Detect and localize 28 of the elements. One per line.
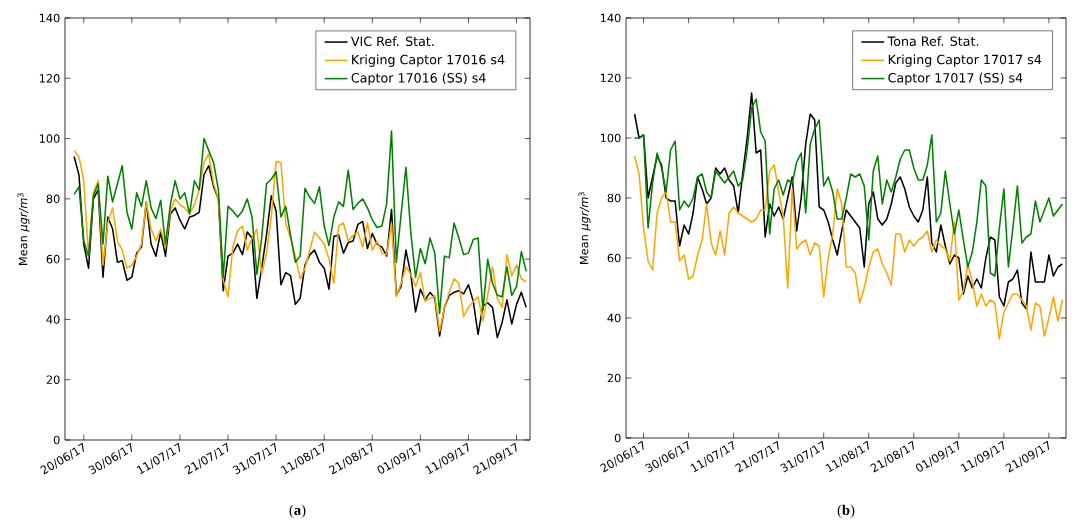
y-tick-label: 120 — [39, 74, 60, 83]
y-tick-label: 80 — [46, 194, 60, 204]
y-tick-label: 20 — [46, 375, 60, 385]
legend-label: Captor 17017 (SS) s4 — [888, 72, 1023, 86]
y-tick-label: 80 — [607, 193, 621, 203]
y-tick-label: 0 — [53, 435, 60, 445]
y-tick-label: 0 — [614, 433, 621, 443]
legend-label: Kriging Captor 17016 s4 — [352, 54, 505, 67]
legend-label: Captor 17016 (SS) s4 — [351, 72, 486, 86]
y-tick-label: 140 — [39, 13, 60, 23]
y-axis-title: Mean μgr/m$^{3}$ — [17, 193, 30, 265]
line-series — [73, 130, 527, 315]
y-tick-label: 60 — [607, 253, 621, 263]
y-tick-label: 100 — [600, 133, 621, 143]
y-tick-label: 140 — [600, 13, 621, 23]
y-axis-title: Mean μgr/m$^{3}$ — [578, 192, 591, 264]
legend-label: VIC Ref. Stat. — [350, 36, 434, 47]
line-series — [633, 98, 1064, 277]
y-tick-label: 40 — [607, 313, 621, 323]
text: (a) — [289, 504, 306, 518]
text: (b) — [837, 504, 855, 518]
y-tick-label: 100 — [39, 134, 60, 143]
y-tick-label: 60 — [46, 254, 60, 264]
y-tick-label: 20 — [607, 373, 621, 383]
y-tick-label: 40 — [46, 315, 60, 324]
y-tick-label: 120 — [600, 73, 621, 83]
legend-label: Tona Ref. Stat. — [887, 36, 979, 46]
legend-label: Kriging Captor 17017 s4 — [888, 54, 1042, 67]
